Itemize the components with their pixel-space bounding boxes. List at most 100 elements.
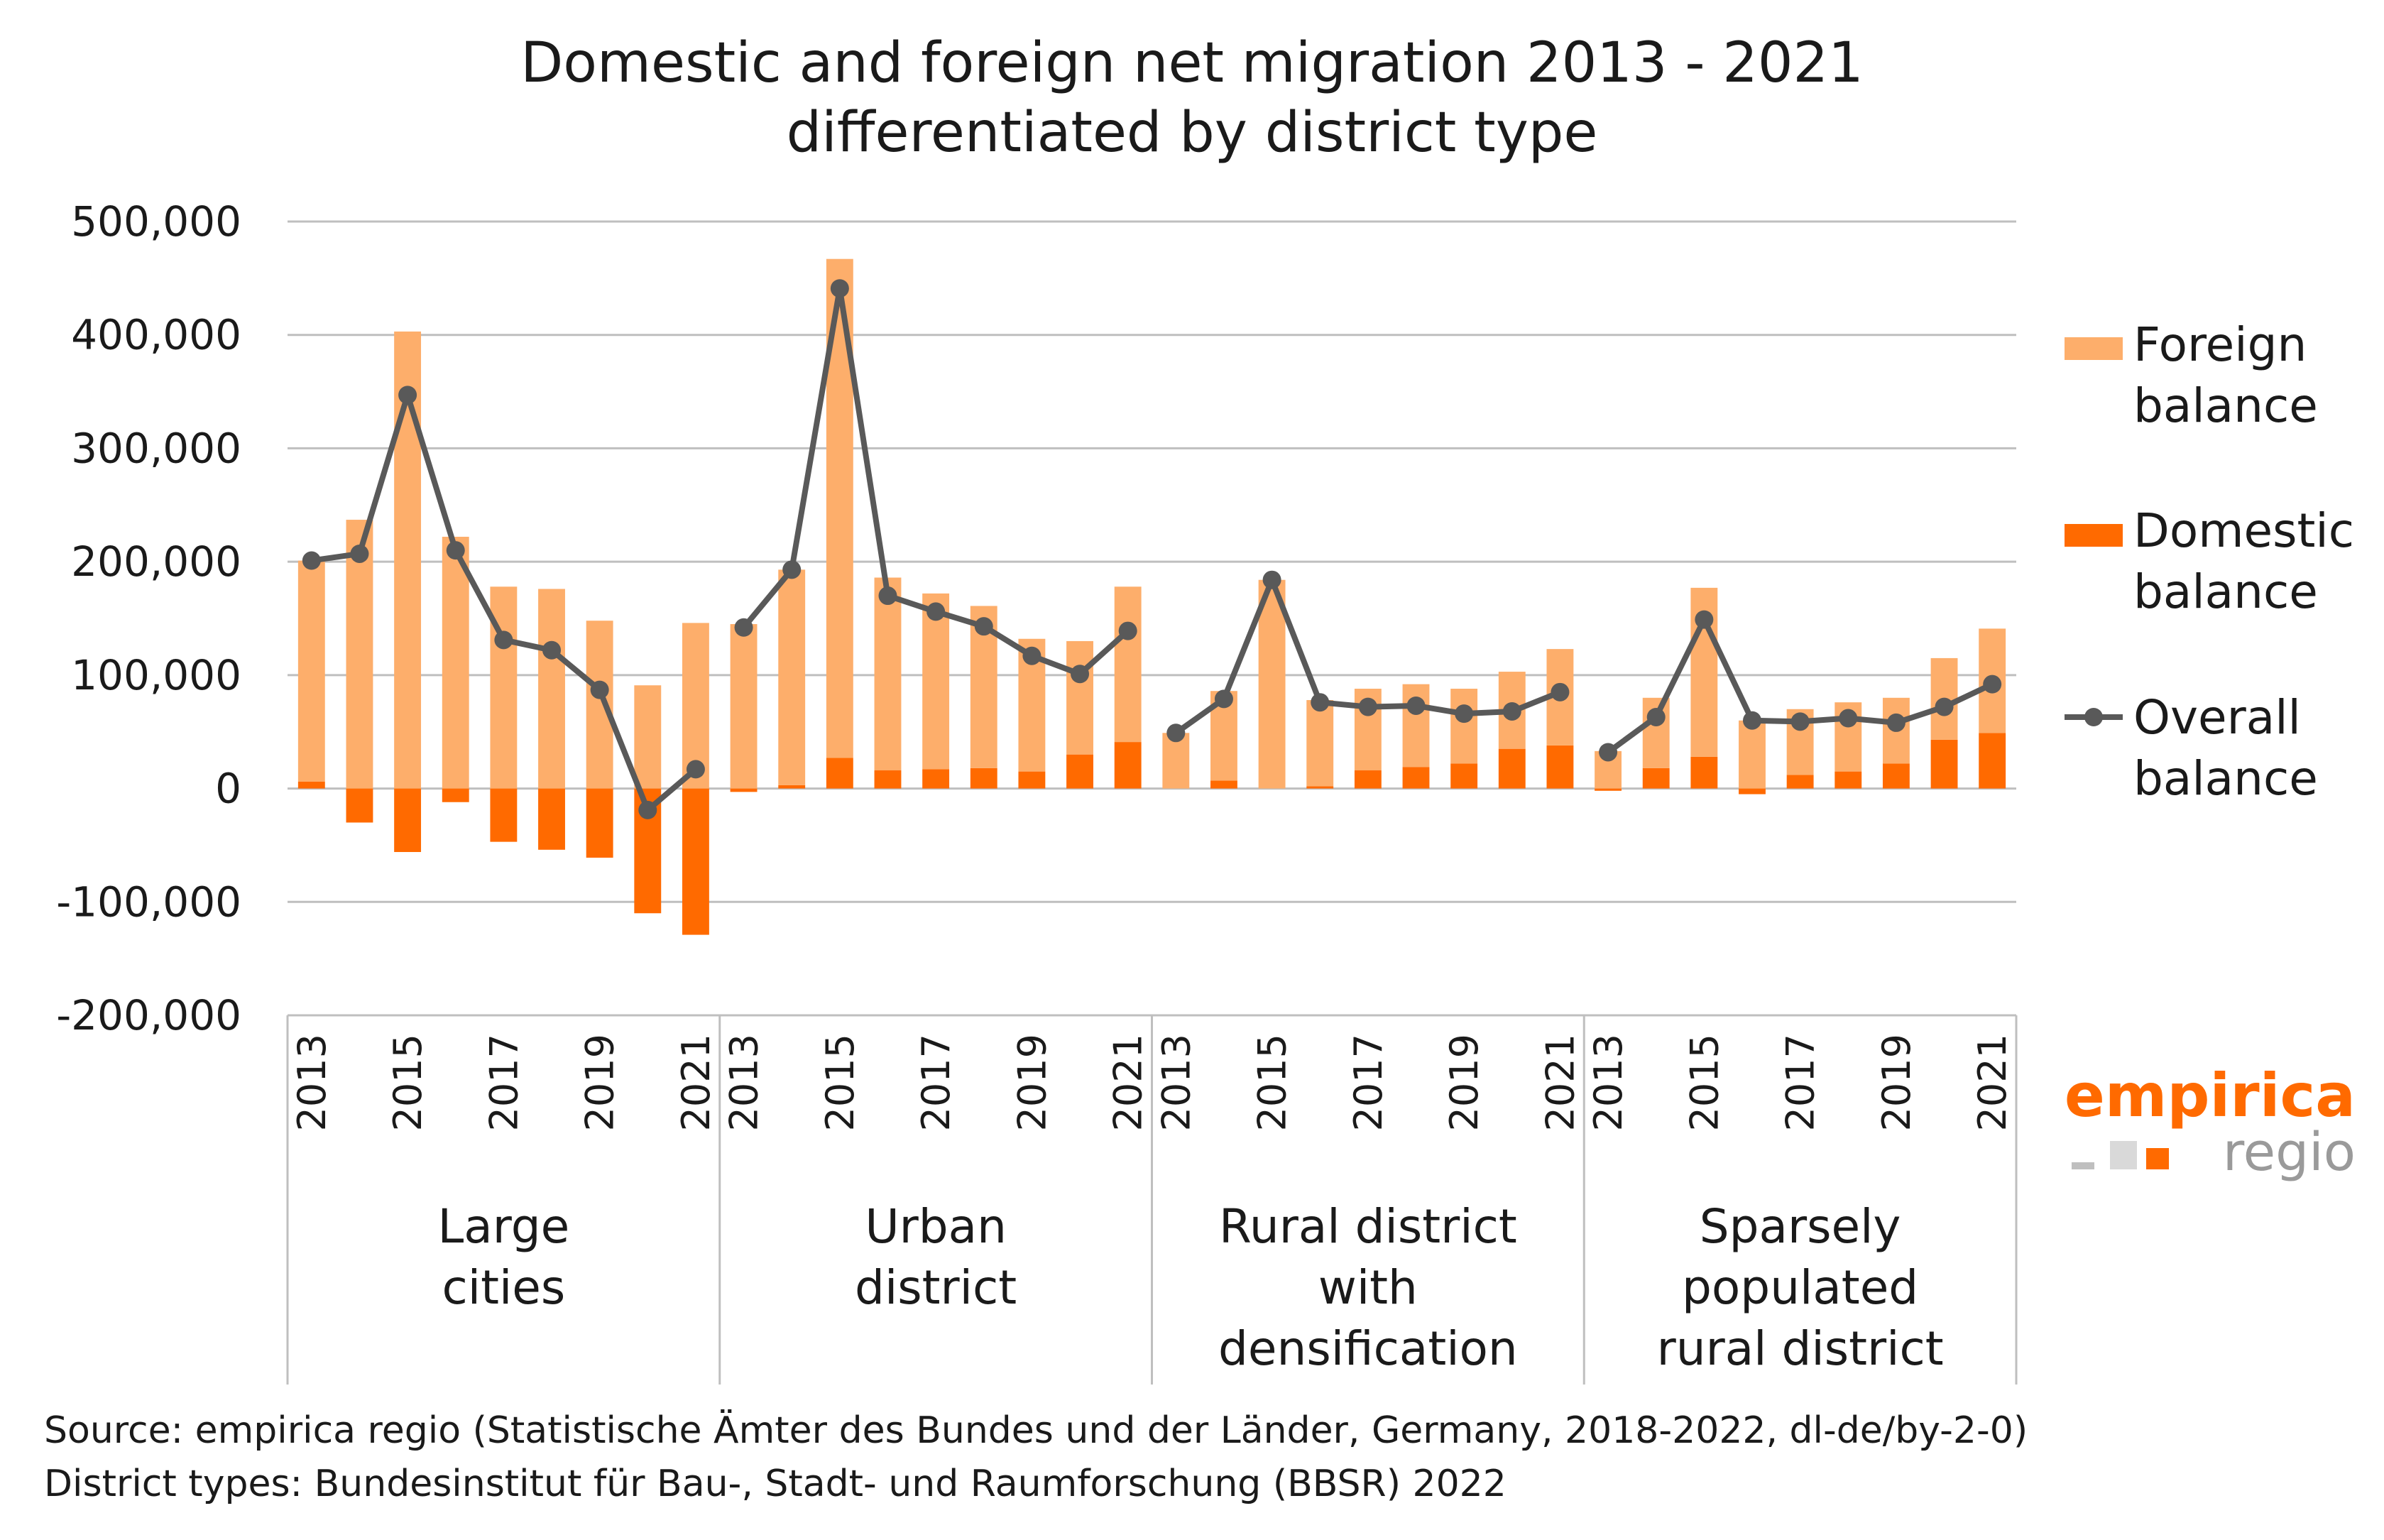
foreign-bar <box>1739 720 1766 789</box>
y-tick-label: 400,000 <box>71 311 241 359</box>
foreign-bar <box>297 560 325 782</box>
overall-balance-point <box>974 617 993 636</box>
logo-mark-orange-square <box>2146 1148 2169 1169</box>
x-category-label: Rural district <box>1219 1199 1517 1254</box>
domestic-bar <box>586 788 613 858</box>
overall-balance-point <box>734 618 753 637</box>
overall-balance-point <box>542 640 562 660</box>
overall-balance-point <box>1983 675 2002 694</box>
x-tick-label-year: 2013 <box>722 1034 767 1131</box>
overall-balance-point <box>1214 689 1233 709</box>
x-category-label: Large <box>438 1199 570 1254</box>
logo-mark-small-square <box>2072 1162 2094 1169</box>
overall-balance-point <box>1839 709 1858 728</box>
foreign-bar <box>1450 689 1478 764</box>
x-tick-label-year: 2015 <box>818 1034 863 1131</box>
x-tick-label-year: 2013 <box>1586 1034 1631 1131</box>
empirica-regio-logo: empirica regio <box>2065 1061 2356 1183</box>
y-tick-label: 500,000 <box>71 197 241 246</box>
domestic-bar <box>1690 756 1718 789</box>
overall-balance-point <box>302 551 321 570</box>
y-tick-label: -100,000 <box>56 878 241 926</box>
overall-balance-point <box>1166 723 1186 743</box>
legend-label-overall: balance <box>2133 751 2318 806</box>
x-tick-label-year: 2019 <box>1442 1034 1487 1131</box>
foreign-bar <box>874 577 902 771</box>
x-tick-label-year: 2019 <box>578 1034 623 1131</box>
domestic-bar <box>778 785 806 789</box>
x-tick-label-year: 2013 <box>290 1034 334 1131</box>
foreign-bar <box>1258 579 1286 789</box>
foreign-bar <box>346 520 373 789</box>
foreign-bar <box>1162 733 1190 789</box>
legend-label-overall: Overall <box>2133 690 2301 745</box>
x-category-label: Urban <box>865 1199 1007 1254</box>
domestic-bar <box>1018 771 1046 789</box>
legend-label-foreign: balance <box>2133 378 2318 433</box>
overall-balance-point <box>686 760 705 779</box>
domestic-bar <box>1066 754 1093 789</box>
logo-wordmark-empirica: empirica <box>2065 1061 2356 1130</box>
domestic-bar <box>1930 739 1958 789</box>
domestic-bar <box>1595 788 1622 791</box>
domestic-bar <box>394 788 422 853</box>
foreign-bar <box>922 593 950 770</box>
x-axis: 2013 2015 2017 2019 2021 Large cities 2013 2015 2… <box>286 1015 2018 1385</box>
foreign-bar <box>1114 586 1142 743</box>
domestic-bar <box>490 788 518 842</box>
overall-balance-lines <box>302 279 2002 819</box>
domestic-bar <box>1882 763 1910 789</box>
bars <box>297 258 2006 935</box>
x-tick-label-year: 2017 <box>1778 1034 1823 1131</box>
x-tick-label-year: 2021 <box>1970 1034 2015 1131</box>
overall-balance-point <box>1071 665 1090 684</box>
x-category-label: rural district <box>1657 1321 1944 1376</box>
domestic-bar <box>538 788 565 850</box>
overall-balance-point <box>1118 621 1137 640</box>
x-tick-label-year: 2021 <box>1106 1034 1151 1131</box>
legend-marker-overall <box>2084 708 2103 726</box>
overall-balance-point <box>350 544 369 563</box>
overall-balance-point <box>878 586 897 606</box>
overall-balance-point <box>638 800 657 819</box>
overall-balance-point <box>1599 743 1618 762</box>
overall-balance-point <box>1406 696 1426 715</box>
foreign-bar <box>1306 699 1334 787</box>
domestic-bar <box>1835 771 1862 789</box>
domestic-bar <box>1210 780 1237 789</box>
x-tick-label-year: 2015 <box>1250 1034 1295 1131</box>
y-tick-label: -200,000 <box>56 991 241 1039</box>
legend-swatch-foreign <box>2065 337 2123 360</box>
chart-title-line-2: differentiated by district type <box>787 101 1598 165</box>
foreign-bar <box>394 331 422 789</box>
overall-balance-point <box>830 279 849 298</box>
overall-balance-point <box>1022 646 1041 665</box>
x-category-label: Sparsely <box>1700 1199 1901 1254</box>
domestic-bar <box>922 769 950 789</box>
domestic-bar <box>1739 788 1766 794</box>
domestic-bar <box>970 768 997 789</box>
logo-wordmark-regio: regio <box>2223 1122 2356 1183</box>
overall-balance-point <box>1262 570 1281 589</box>
logo-mark-grey-square <box>2110 1141 2137 1169</box>
x-category-label: cities <box>442 1260 565 1315</box>
overall-balance-point <box>1311 693 1330 712</box>
domestic-bar <box>682 788 709 935</box>
overall-balance-point <box>926 602 946 621</box>
overall-balance-point <box>1742 711 1761 730</box>
overall-balance-point <box>782 560 802 579</box>
district-types-note: District types: Bundesinstitut für Bau-,… <box>44 1463 1507 1505</box>
overall-balance-point <box>590 680 609 699</box>
x-category-label: densification <box>1218 1321 1518 1376</box>
foreign-bar <box>730 623 758 789</box>
overall-balance-point <box>398 386 417 405</box>
domestic-bar <box>1402 767 1430 789</box>
legend-label-domestic: Domestic <box>2133 503 2354 558</box>
x-category-label: populated <box>1682 1260 1918 1315</box>
domestic-bar <box>346 788 373 823</box>
foreign-bar <box>778 569 806 785</box>
y-tick-label: 300,000 <box>71 424 241 472</box>
x-tick-label-year: 2021 <box>674 1034 718 1131</box>
overall-balance-point <box>494 630 513 650</box>
overall-balance-point <box>446 541 465 560</box>
